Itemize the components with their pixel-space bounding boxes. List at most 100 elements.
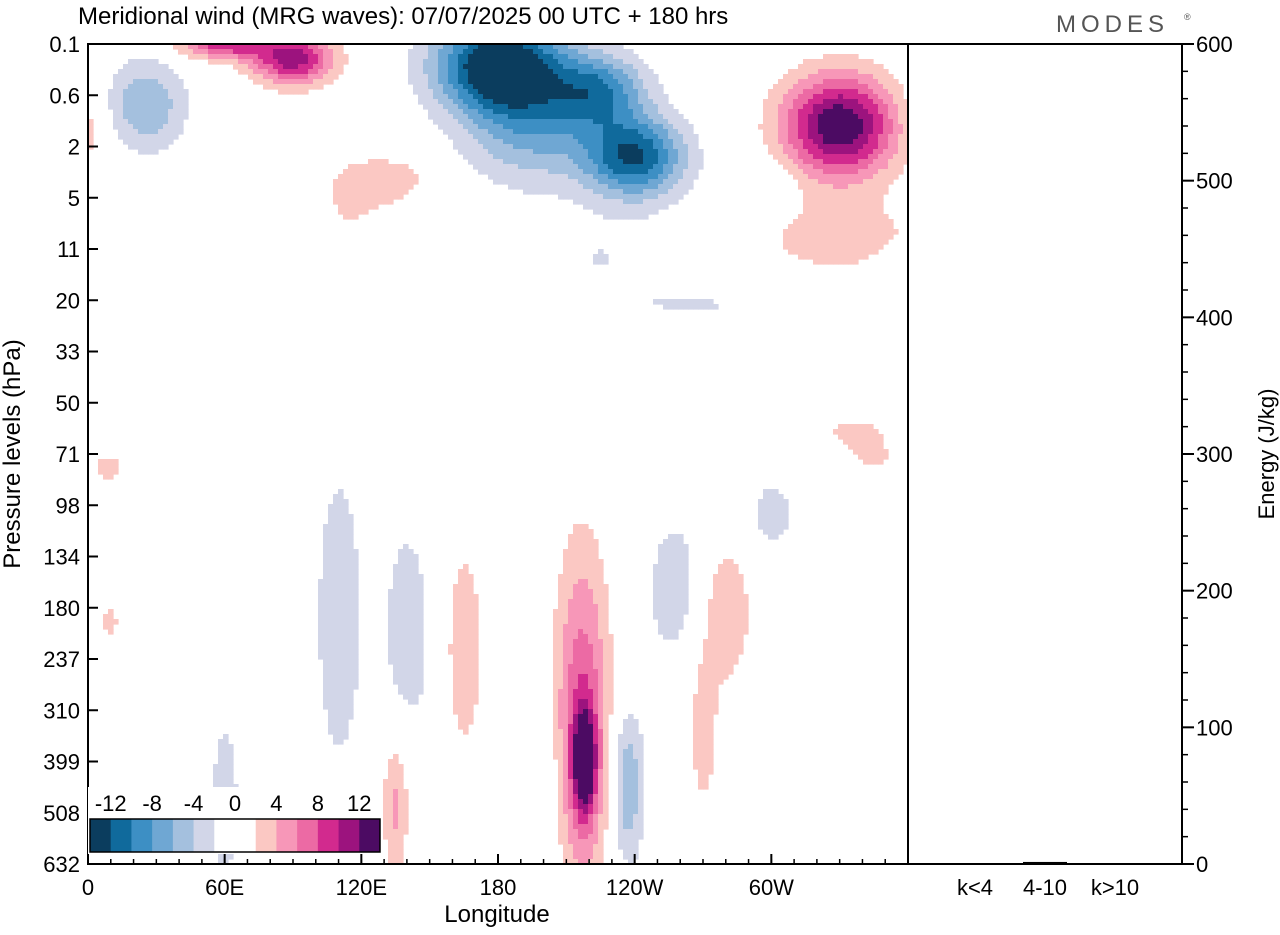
heatmap-cell — [858, 124, 864, 130]
heatmap-cell — [383, 189, 389, 195]
heatmap-cell — [478, 44, 484, 50]
heatmap-cell — [868, 179, 874, 185]
heatmap-cell — [158, 94, 164, 100]
heatmap-cell — [888, 234, 894, 240]
heatmap-cell — [283, 74, 289, 80]
heatmap-cell — [683, 599, 689, 605]
heatmap-cell — [518, 89, 524, 95]
heatmap-cell — [333, 524, 339, 530]
heatmap-cell — [598, 94, 604, 100]
heatmap-cell — [343, 614, 349, 620]
heatmap-cell — [348, 714, 354, 720]
heatmap-cell — [568, 109, 574, 115]
heatmap-cell — [618, 754, 624, 760]
heatmap-cell — [448, 109, 454, 115]
heatmap-cell — [353, 684, 359, 690]
heatmap-cell — [588, 659, 594, 665]
heatmap-cell — [768, 89, 774, 95]
heatmap-cell — [848, 204, 854, 210]
heatmap-cell — [603, 639, 609, 645]
heatmap-cell — [343, 564, 349, 570]
heatmap-cell — [683, 579, 689, 585]
heatmap-cell — [473, 164, 479, 170]
heatmap-cell — [858, 154, 864, 160]
heatmap-cell — [773, 499, 779, 505]
heatmap-cell — [468, 124, 474, 130]
heatmap-cell — [673, 544, 679, 550]
heatmap-cell — [638, 184, 644, 190]
heatmap-cell — [338, 654, 344, 660]
heatmap-cell — [693, 744, 699, 750]
heatmap-cell — [708, 689, 714, 695]
heatmap-cell — [148, 114, 154, 120]
heatmap-cell — [273, 74, 279, 80]
heatmap-cell — [543, 119, 549, 125]
heatmap-cell — [643, 164, 649, 170]
heatmap-cell — [553, 124, 559, 130]
heatmap-cell — [393, 599, 399, 605]
heatmap-cell — [603, 144, 609, 150]
heatmap-cell — [153, 84, 159, 90]
heatmap-cell — [768, 139, 774, 145]
heatmap-cell — [553, 689, 559, 695]
heatmap-cell — [568, 614, 574, 620]
heatmap-cell — [568, 569, 574, 575]
heatmap-cell — [698, 749, 704, 755]
heatmap-cell — [338, 619, 344, 625]
heatmap-cell — [688, 124, 694, 130]
heatmap-cell — [418, 639, 424, 645]
heatmap-cell — [573, 139, 579, 145]
heatmap-cell — [858, 254, 864, 260]
heatmap-cell — [338, 704, 344, 710]
heatmap-cell — [153, 129, 159, 135]
heatmap-cell — [233, 784, 239, 790]
heatmap-cell — [578, 94, 584, 100]
heatmap-cell — [133, 74, 139, 80]
heatmap-cell — [398, 189, 404, 195]
heatmap-cell — [663, 99, 669, 105]
heatmap-cell — [713, 304, 719, 310]
heatmap-cell — [583, 779, 589, 785]
heatmap-cell — [588, 94, 594, 100]
heatmap-cell — [573, 64, 579, 70]
heatmap-cell — [473, 659, 479, 665]
heatmap-cell — [618, 169, 624, 175]
heatmap-cell — [763, 499, 769, 505]
heatmap-cell — [703, 744, 709, 750]
heatmap-cell — [823, 114, 829, 120]
heatmap-cell — [578, 69, 584, 75]
heatmap-cell — [288, 89, 294, 95]
heatmap-cell — [723, 649, 729, 655]
heatmap-cell — [738, 624, 744, 630]
heatmap-cell — [458, 644, 464, 650]
heatmap-cell — [143, 124, 149, 130]
heatmap-cell — [563, 759, 569, 765]
heatmap-cell — [733, 584, 739, 590]
heatmap-cell — [553, 59, 559, 65]
heatmap-cell — [628, 204, 634, 210]
heatmap-cell — [668, 614, 674, 620]
heatmap-cell — [543, 169, 549, 175]
heatmap-cell — [503, 119, 509, 125]
heatmap-cell — [883, 99, 889, 105]
heatmap-cell — [723, 574, 729, 580]
heatmap-cell — [853, 154, 859, 160]
heatmap-cell — [348, 174, 354, 180]
heatmap-cell — [493, 54, 499, 60]
heatmap-cell — [263, 59, 269, 65]
heatmap-cell — [128, 74, 134, 80]
heatmap-cell — [658, 114, 664, 120]
heatmap-cell — [763, 514, 769, 520]
heatmap-cell — [763, 509, 769, 515]
heatmap-cell — [788, 124, 794, 130]
heatmap-cell — [703, 684, 709, 690]
heatmap-cell — [768, 134, 774, 140]
heatmap-cell — [693, 709, 699, 715]
heatmap-cell — [808, 104, 814, 110]
heatmap-cell — [328, 649, 334, 655]
heatmap-cell — [888, 114, 894, 120]
heatmap-cell — [538, 164, 544, 170]
heatmap-cell — [818, 154, 824, 160]
heatmap-cell — [343, 189, 349, 195]
heatmap-cell — [303, 59, 309, 65]
